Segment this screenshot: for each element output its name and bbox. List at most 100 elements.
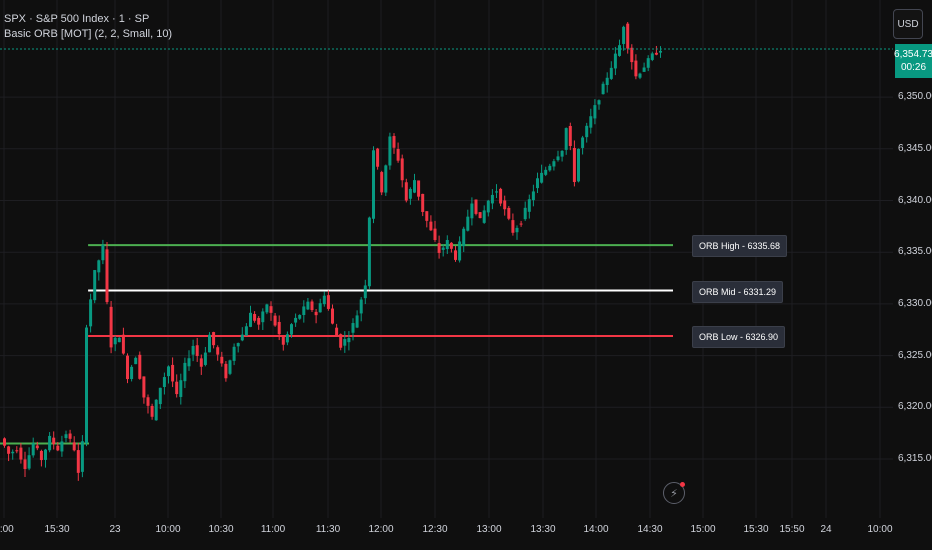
- candle: [285, 331, 289, 346]
- candle: [105, 241, 109, 305]
- candle-body: [314, 311, 318, 316]
- candle-body: [187, 358, 191, 367]
- candle-body: [638, 73, 642, 78]
- candle: [80, 435, 84, 478]
- candle: [519, 220, 523, 227]
- candle-body: [544, 169, 548, 175]
- candle: [162, 372, 166, 395]
- candle: [618, 39, 621, 57]
- candle-body: [68, 433, 72, 439]
- lightning-icon[interactable]: ⚡: [663, 482, 685, 504]
- candle-body: [85, 327, 88, 444]
- candle: [429, 215, 433, 231]
- chart-grid: [0, 0, 893, 518]
- candle: [417, 180, 421, 201]
- candle: [331, 304, 334, 325]
- candle: [68, 429, 72, 443]
- candle: [515, 225, 519, 240]
- candle-body: [421, 193, 425, 212]
- candle: [298, 314, 302, 320]
- candle: [326, 290, 330, 311]
- candle-body: [228, 360, 232, 374]
- candle-body: [605, 77, 609, 85]
- candle: [195, 337, 199, 362]
- candle: [613, 46, 617, 76]
- candle-body: [191, 345, 195, 355]
- candle-body: [208, 334, 211, 353]
- candle: [89, 293, 93, 333]
- candle-body: [433, 228, 437, 241]
- candle-body: [294, 317, 298, 323]
- time-tick-label: 5:00: [0, 524, 14, 535]
- candle: [294, 313, 298, 327]
- candle-body: [507, 207, 511, 219]
- indicator-title[interactable]: Basic ORB [MOT] (2, 2, Small, 10): [4, 28, 173, 40]
- candle-body: [495, 191, 498, 193]
- candle: [318, 298, 322, 313]
- candle-body: [72, 442, 76, 451]
- candle-body: [351, 323, 355, 333]
- candle-body: [523, 207, 527, 220]
- candle: [490, 189, 494, 210]
- candle: [474, 199, 478, 216]
- candle: [478, 211, 482, 219]
- candle-body: [257, 317, 261, 325]
- candle: [388, 132, 392, 170]
- candle-body: [642, 67, 646, 72]
- candle-body: [7, 446, 11, 454]
- candle: [441, 244, 445, 257]
- candle: [421, 193, 425, 217]
- candle: [408, 187, 412, 205]
- candle: [15, 446, 19, 454]
- time-tick-label: 12:30: [422, 524, 448, 535]
- time-tick-label: 24: [820, 524, 832, 535]
- candle-body: [408, 188, 412, 199]
- candle: [654, 45, 658, 56]
- candle-body: [322, 295, 326, 305]
- candle: [536, 172, 539, 194]
- candle-body: [630, 47, 634, 63]
- currency-button[interactable]: USD: [893, 9, 923, 39]
- candle-body: [367, 217, 371, 287]
- candle-body: [363, 285, 367, 299]
- time-tick-label: 15:30: [44, 524, 70, 535]
- candle-body: [527, 199, 531, 212]
- time-tick-label: 13:00: [476, 524, 502, 535]
- candle: [548, 163, 552, 172]
- candle: [113, 335, 117, 352]
- candle: [109, 301, 113, 354]
- candle-body: [11, 451, 15, 454]
- last-price: 6,354.73: [894, 49, 932, 60]
- candle-body: [601, 83, 605, 95]
- candle-body: [27, 455, 31, 469]
- candle: [232, 343, 236, 366]
- candle-body: [318, 303, 322, 313]
- candle-body: [511, 220, 515, 233]
- candle: [372, 146, 375, 224]
- time-tick-label: 11:00: [260, 524, 286, 535]
- candle: [23, 451, 27, 478]
- candle: [240, 327, 244, 342]
- candle: [585, 122, 589, 143]
- candle-body: [48, 435, 52, 451]
- candle: [400, 154, 404, 188]
- candle-body: [626, 23, 630, 49]
- candle: [376, 147, 380, 170]
- candle-body: [388, 136, 392, 166]
- candle-body: [175, 381, 179, 395]
- candle: [470, 197, 474, 226]
- candle: [150, 403, 154, 420]
- candle: [277, 315, 281, 341]
- candle: [171, 357, 175, 388]
- candle: [244, 323, 248, 336]
- candle: [183, 357, 187, 389]
- candle: [64, 430, 68, 443]
- candle-body: [634, 60, 638, 77]
- candle: [458, 236, 462, 263]
- candle-body: [577, 148, 580, 182]
- candlesticks: [3, 21, 662, 481]
- candle: [355, 310, 359, 329]
- candle-body: [240, 334, 244, 341]
- candle: [572, 140, 576, 187]
